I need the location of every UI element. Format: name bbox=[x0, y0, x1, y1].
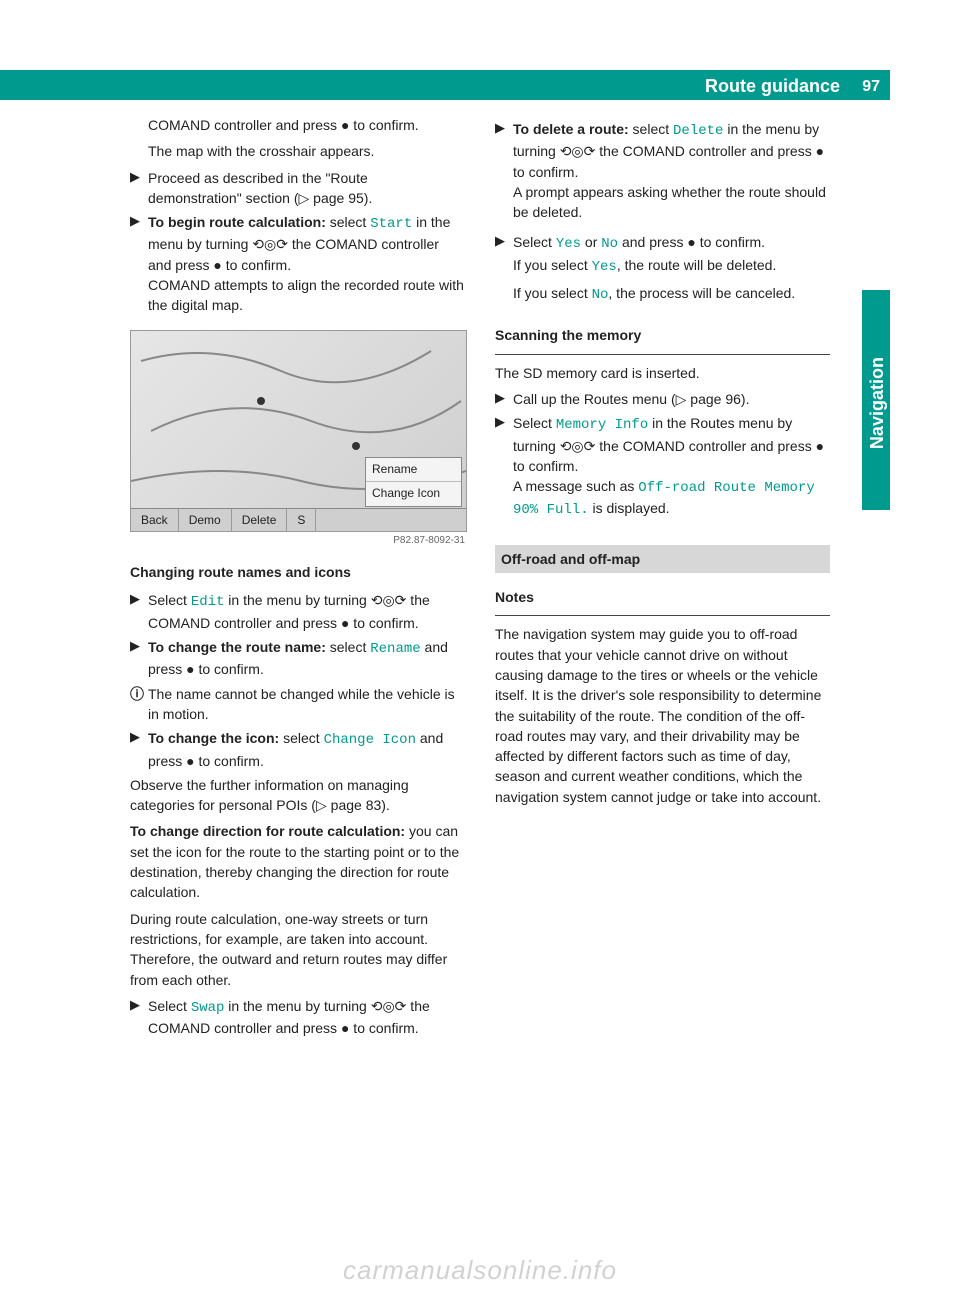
step-body: Select Edit in the menu by turning ⟲◎⟳ t… bbox=[148, 590, 465, 633]
step-item: ▶ To change the route name: select Renam… bbox=[130, 637, 465, 680]
step-body: Select Swap in the menu by turning ⟲◎⟳ t… bbox=[148, 996, 465, 1039]
command-text: Rename bbox=[370, 641, 420, 657]
step-marker-icon: ▶ bbox=[495, 389, 513, 409]
subheading: Scanning the memory bbox=[495, 325, 830, 345]
step-body: Select Memory Info in the Routes menu by… bbox=[513, 413, 830, 526]
command-text: Change Icon bbox=[324, 732, 416, 748]
step-item: ▶ Call up the Routes menu (▷ page 96). bbox=[495, 389, 830, 409]
divider bbox=[495, 615, 830, 616]
menu-item-rename[interactable]: Rename bbox=[366, 458, 461, 482]
ref-icon: ▷ bbox=[676, 391, 687, 407]
command-text: Swap bbox=[191, 1000, 225, 1016]
step-body: Proceed as described in the "Route demon… bbox=[148, 168, 465, 209]
step-item: ▶ To begin route calculation: select Sta… bbox=[130, 212, 465, 321]
step-marker-icon: ▶ bbox=[495, 119, 513, 228]
body-text: If you select No, the process will be ca… bbox=[513, 283, 830, 305]
section-tab: Navigation bbox=[862, 290, 890, 510]
step-item: ▶ Select Memory Info in the Routes menu … bbox=[495, 413, 830, 526]
command-text: Memory Info bbox=[556, 417, 648, 433]
step-marker-icon: ▶ bbox=[130, 212, 148, 321]
step-item: ▶ To change the icon: select Change Icon… bbox=[130, 728, 465, 771]
body-text: The navigation system may guide you to o… bbox=[495, 624, 830, 807]
left-column: COMAND controller and press ● to confirm… bbox=[130, 115, 465, 1042]
turn-icon: ⟲◎⟳ bbox=[252, 236, 288, 252]
figure-caption: P82.87-8092-31 bbox=[130, 534, 465, 549]
info-body: The name cannot be changed while the veh… bbox=[148, 684, 465, 725]
step-item: ▶ Proceed as described in the "Route dem… bbox=[130, 168, 465, 209]
ref-icon: ▷ bbox=[316, 797, 327, 813]
body-text: A message such as Off-road Route Memory … bbox=[513, 476, 830, 521]
step-item: ▶ Select Edit in the menu by turning ⟲◎⟳… bbox=[130, 590, 465, 633]
turn-icon: ⟲◎⟳ bbox=[560, 438, 596, 454]
step-marker-icon: ▶ bbox=[130, 637, 148, 680]
step-body: To change the route name: select Rename … bbox=[148, 637, 465, 680]
page-header: Route guidance 97 bbox=[0, 70, 890, 100]
back-button[interactable]: Back bbox=[131, 509, 179, 531]
command-text: Yes bbox=[592, 259, 617, 275]
step-item: ▶ Select Swap in the menu by turning ⟲◎⟳… bbox=[130, 996, 465, 1039]
body-text: A prompt appears asking whether the rout… bbox=[513, 182, 830, 223]
command-text: Delete bbox=[673, 123, 723, 139]
turn-icon: ⟲◎⟳ bbox=[371, 998, 407, 1014]
manual-page: Route guidance 97 Navigation COMAND cont… bbox=[0, 0, 960, 1302]
step-item: ▶ Select Yes or No and press ● to confir… bbox=[495, 232, 830, 311]
divider bbox=[495, 354, 830, 355]
step-body: To begin route calculation: select Start… bbox=[148, 212, 465, 321]
press-icon: ● bbox=[687, 234, 695, 250]
body-text: To change direction for route calculatio… bbox=[130, 821, 465, 902]
body-text: The SD memory card is inserted. bbox=[495, 363, 830, 383]
step-item: ▶ To delete a route: select Delete in th… bbox=[495, 119, 830, 228]
delete-button[interactable]: Delete bbox=[232, 509, 288, 531]
content-area: COMAND controller and press ● to confirm… bbox=[130, 115, 830, 1042]
body-text: Observe the further information on manag… bbox=[130, 775, 465, 816]
subheading: Changing route names and icons bbox=[130, 562, 465, 582]
map-screenshot: Rename Change Icon Back Demo Delete S bbox=[130, 330, 467, 532]
page-number: 97 bbox=[862, 75, 880, 98]
command-text: Edit bbox=[191, 594, 225, 610]
step-marker-icon: ▶ bbox=[130, 168, 148, 209]
step-body: To delete a route: select Delete in the … bbox=[513, 119, 830, 228]
map-bottom-bar: Back Demo Delete S bbox=[131, 508, 466, 531]
command-text: No bbox=[592, 287, 609, 303]
step-marker-icon: ▶ bbox=[495, 232, 513, 311]
step-marker-icon: ▶ bbox=[130, 728, 148, 771]
step-body: Select Yes or No and press ● to confirm.… bbox=[513, 232, 830, 311]
demo-button[interactable]: Demo bbox=[179, 509, 232, 531]
press-icon: ● bbox=[213, 257, 221, 273]
ref-icon: ▷ bbox=[299, 190, 310, 206]
body-text: If you select Yes, the route will be del… bbox=[513, 255, 830, 277]
turn-icon: ⟲◎⟳ bbox=[560, 143, 596, 159]
step-body: To change the icon: select Change Icon a… bbox=[148, 728, 465, 771]
press-icon: ● bbox=[816, 143, 824, 159]
body-text: COMAND attempts to align the recorded ro… bbox=[148, 275, 465, 316]
press-icon: ● bbox=[186, 661, 194, 677]
watermark: carmanualsonline.info bbox=[0, 1252, 960, 1290]
command-text: No bbox=[601, 236, 618, 252]
header-title: Route guidance bbox=[705, 73, 840, 99]
step-marker-icon: ▶ bbox=[130, 590, 148, 633]
body-text: The map with the crosshair appears. bbox=[148, 141, 465, 161]
press-icon: ● bbox=[816, 438, 824, 454]
subheading: Notes bbox=[495, 587, 830, 607]
step-body: Call up the Routes menu (▷ page 96). bbox=[513, 389, 830, 409]
turn-icon: ⟲◎⟳ bbox=[371, 592, 407, 608]
step-marker-icon: ▶ bbox=[495, 413, 513, 526]
menu-item-change-icon[interactable]: Change Icon bbox=[366, 482, 461, 505]
command-text: Start bbox=[370, 216, 412, 232]
section-heading-bar: Off-road and off-map bbox=[495, 545, 830, 573]
press-icon: ● bbox=[186, 753, 194, 769]
context-menu: Rename Change Icon bbox=[365, 457, 462, 507]
body-text: COMAND controller and press ● to confirm… bbox=[148, 115, 465, 135]
command-text: Yes bbox=[556, 236, 581, 252]
s-button[interactable]: S bbox=[287, 509, 316, 531]
body-text: During route calculation, one-way street… bbox=[130, 909, 465, 990]
section-tab-label: Navigation bbox=[864, 308, 890, 498]
step-marker-icon: ▶ bbox=[130, 996, 148, 1039]
info-icon: ⓘ bbox=[130, 684, 148, 725]
right-column: ▶ To delete a route: select Delete in th… bbox=[495, 115, 830, 1042]
info-item: ⓘ The name cannot be changed while the v… bbox=[130, 684, 465, 725]
